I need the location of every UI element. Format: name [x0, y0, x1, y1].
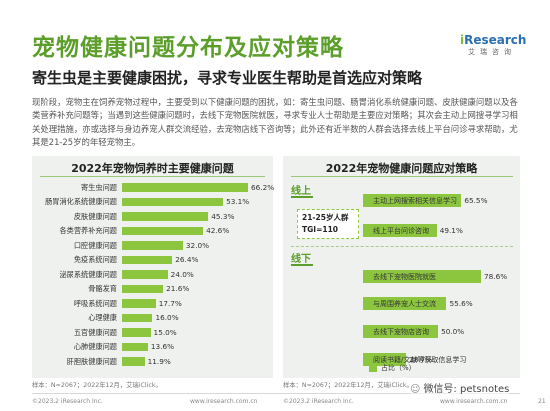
legend-swatch: [369, 364, 377, 372]
summary-paragraph: 现阶段，宠物主在饲养宠物过程中，主要受到以下健康问题的困扰，如：寄生虫问题、肠胃…: [32, 97, 518, 148]
bar-label: 免疫系统问题: [73, 255, 117, 264]
bar-value-label: 13.6%: [150, 342, 175, 351]
bar-value-label: 11.9%: [147, 356, 171, 366]
strategy-panel: 2022年宠物健康问题应对策略 线上 21-25岁人群 TGI=110 线下 主…: [283, 156, 520, 389]
age-tgi-callout: 21-25岁人群 TGI=110: [297, 209, 359, 239]
page-title: 宠物健康问题分布及应对策略: [32, 35, 344, 61]
bar-value-label: 21.6%: [166, 284, 190, 293]
callout-age-group: 21-25岁人群: [302, 213, 349, 222]
group-label-online-bar: [291, 196, 313, 198]
bar: [122, 212, 209, 221]
strategy-bar: [363, 297, 447, 310]
group-separator: [291, 246, 513, 247]
bar-value-label: 32.0%: [185, 240, 210, 250]
bar: [122, 226, 204, 235]
legend-label: 占比（%）: [381, 364, 416, 372]
strategy-value-label: 55.6%: [449, 299, 473, 308]
strategy-label: 去线下宠物医院就医: [373, 273, 436, 281]
bar-label: 皮肤健康问题: [73, 211, 117, 221]
strategy-label: 线上平台问诊咨询: [373, 227, 429, 235]
bar-label: 骨骼发育: [88, 284, 117, 293]
strategy-label: 与周围养宠人士交流: [373, 300, 436, 308]
iresearch-logo: iResearch 艾瑞咨询: [460, 33, 530, 57]
bar-label: 呼吸系统问题: [73, 298, 117, 308]
bar-label: 泌尿系统健康问题: [59, 269, 117, 279]
callout-tgi: TGI=110: [302, 225, 339, 234]
strategy-value-label: 65.5%: [464, 196, 488, 205]
bar-value-label: 45.3%: [211, 211, 235, 221]
wechat-icon: ☺: [410, 384, 421, 395]
bar-label: 各类营养补充问题: [59, 226, 117, 235]
strategy-bar: [363, 270, 481, 283]
bar: [122, 342, 148, 351]
bar-label: 五官健康问题: [73, 327, 117, 337]
bar: [122, 357, 145, 366]
strategy-label: 主动上网搜索相关信息学习: [373, 197, 457, 205]
bar: [122, 255, 173, 264]
chart-title-underline: [40, 176, 265, 177]
footer-url-right: www.iresearch.com.cn: [440, 398, 508, 405]
strategy-value-label: 50.0%: [441, 327, 465, 336]
bar: [122, 284, 164, 293]
bar-label: 口腔健康问题: [73, 240, 117, 250]
bar-label: 心肺健康问题: [73, 342, 117, 351]
bar-value-label: 42.6%: [206, 226, 230, 235]
bar-value-label: 17.7%: [158, 298, 182, 308]
strategy-bar: [363, 353, 407, 366]
strategy-value-label: 49.1%: [439, 226, 463, 235]
bar-value-label: 66.2%: [251, 182, 275, 192]
footer-url-left: www.iresearch.com.cn: [190, 398, 258, 405]
bar-value-label: 15.0%: [153, 327, 177, 337]
group-label-offline: 线下: [291, 254, 311, 265]
chart-title-underline-right: [291, 176, 513, 177]
bar-label: 寄生虫问题: [81, 182, 117, 192]
page-subtitle: 寄生虫是主要健康困扰，寻求专业医生帮助是首选应对策略: [32, 69, 423, 87]
strategy-bar: [363, 325, 439, 338]
strategy-label: 去线下宠物店咨询: [373, 328, 429, 336]
bar-label: 肠胃消化系统健康问题: [45, 197, 117, 206]
bar: [122, 299, 156, 308]
group-label-offline-bar: [291, 264, 313, 266]
bar: [122, 328, 151, 337]
group-label-online: 线上: [291, 186, 311, 197]
strategy-bar: [363, 224, 437, 237]
wechat-watermark: ☺ 微信号: petsnotes: [410, 380, 510, 395]
bar-value-label: 26.4%: [175, 255, 199, 264]
footer-divider: [32, 393, 520, 394]
footer-copyright-left: ©2023.2 iResearch Inc.: [32, 398, 103, 405]
bar-label: 肝胆肤健康问题: [66, 356, 117, 366]
bar: [122, 183, 248, 192]
strategy-bar: [363, 194, 462, 207]
strategy-value-label: 28.7%: [409, 355, 433, 364]
chart-title-health-problems: 2022年宠物饲养时主要健康问题: [71, 162, 234, 175]
page-number: 21: [538, 398, 546, 405]
bar-label: 心理健康: [88, 313, 117, 322]
logo-wordmark: iResearch: [460, 33, 527, 47]
strategy-value-label: 78.6%: [484, 272, 508, 281]
health-problems-panel: 2022年宠物饲养时主要健康问题 寄生虫问题 66.2% 肠胃消化系统健康问题 53.…: [32, 156, 275, 389]
logo-subtext: 艾瑞咨询: [468, 48, 516, 56]
sample-note-left: 样本：N=2067；2022年12月，艾瑞iClick。: [32, 382, 162, 389]
bar-value-label: 16.0%: [155, 313, 179, 322]
sample-note-right: 样本：N=2067；2022年12月，艾瑞iClick。: [283, 382, 413, 389]
chart-title-strategy: 2022年宠物健康问题应对策略: [325, 162, 478, 175]
strategy-label: 阅读书籍/文献等获取信息学习: [373, 356, 467, 364]
bar: [122, 241, 183, 250]
bar: [122, 197, 224, 206]
bar-value-label: 24.0%: [170, 269, 194, 279]
bar: [122, 270, 168, 279]
bar: [122, 313, 153, 322]
footer-copyright-right: ©2023.2 iResearch Inc.: [283, 398, 354, 405]
bar-value-label: 53.1%: [226, 197, 250, 206]
